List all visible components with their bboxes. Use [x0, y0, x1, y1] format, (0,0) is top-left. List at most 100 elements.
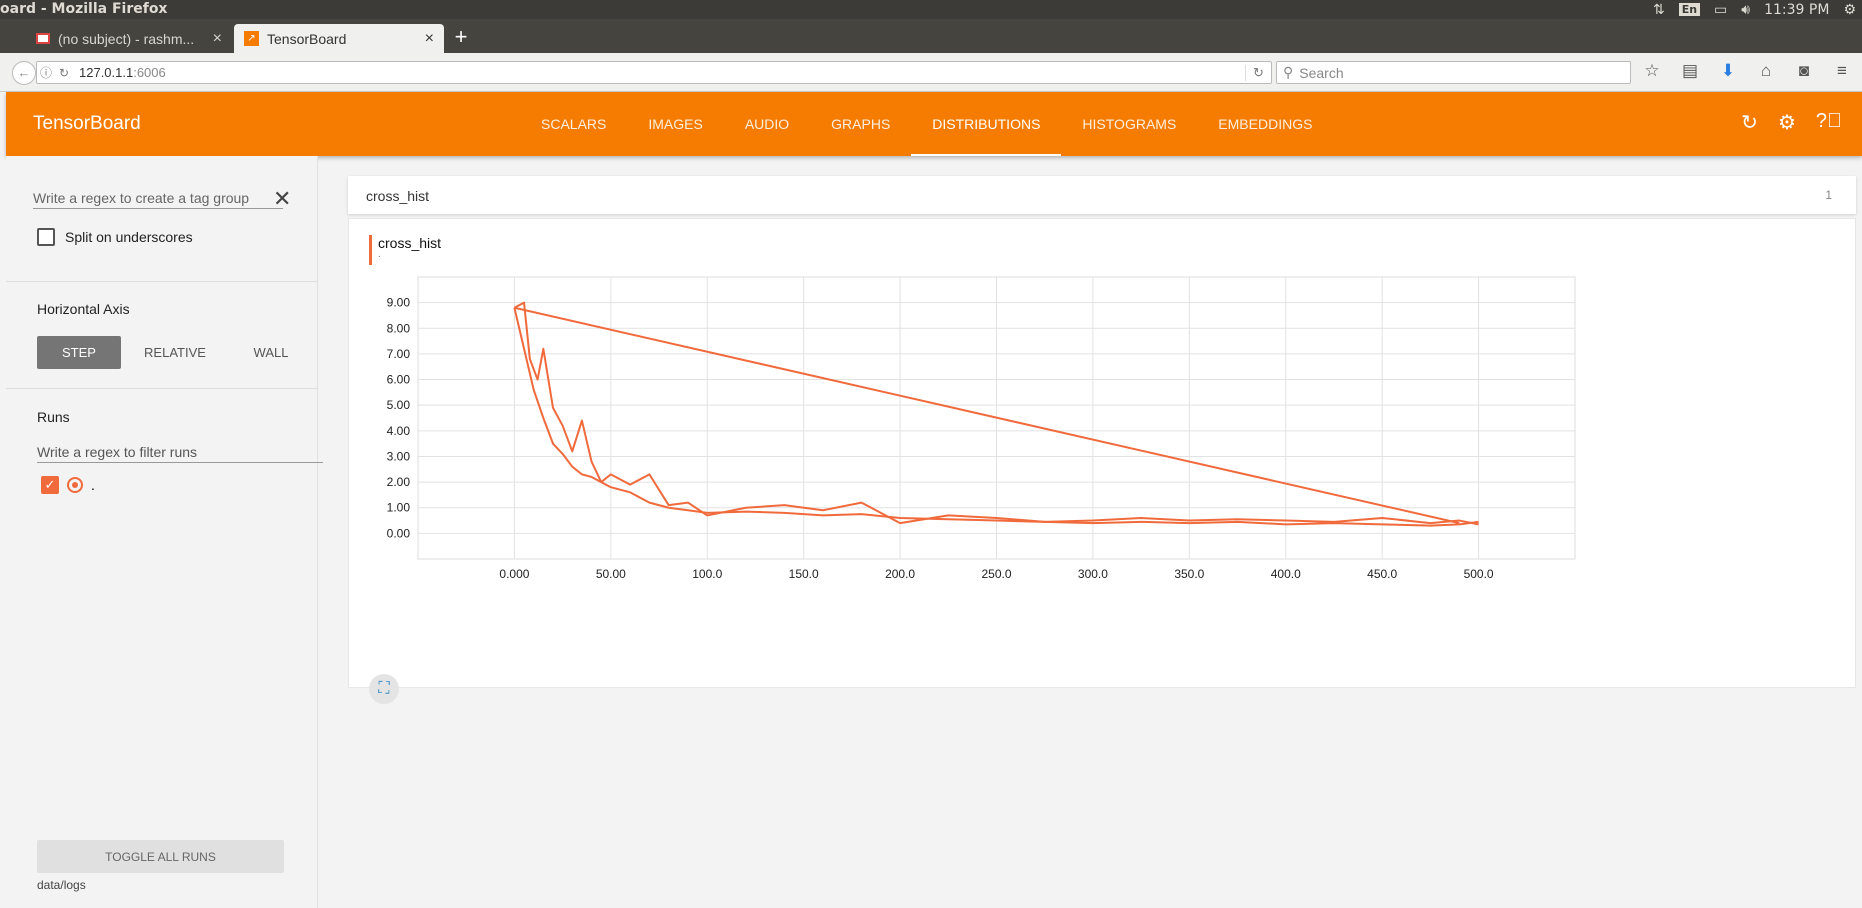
axis-wall-button[interactable]: WALL [253, 345, 289, 360]
volume-icon[interactable]: 🔊︎ [1741, 1, 1751, 18]
tag-regex-field [33, 187, 283, 211]
browser-tab-strip: (no subject) - rashm... × ↗ TensorBoard … [0, 19, 1862, 53]
tag-group-count: 1 [1825, 188, 1832, 202]
download-icon[interactable]: ⬇ [1720, 61, 1736, 80]
runs-filter-input[interactable] [37, 441, 323, 463]
reload-icon[interactable]: ↻ [1245, 64, 1271, 81]
x-tick-label: 100.0 [692, 567, 722, 581]
x-tick-label: 50.00 [596, 567, 626, 581]
tab-embeddings[interactable]: EMBEDDINGS [1218, 116, 1313, 132]
expand-fullscreen-icon[interactable]: ⛶ [369, 674, 399, 704]
close-icon[interactable]: × [424, 29, 434, 47]
brand-title: TensorBoard [33, 113, 141, 134]
x-tick-label: 450.0 [1367, 567, 1397, 581]
divider [6, 388, 318, 389]
split-underscores-label: Split on underscores [65, 229, 193, 245]
tab-label: (no subject) - rashm... [58, 30, 195, 47]
refresh-icon[interactable]: ↻ [1741, 112, 1758, 134]
search-icon: ⚲ [1283, 64, 1294, 80]
search-input[interactable]: ⚲ Search [1276, 61, 1631, 84]
split-underscores-option[interactable]: Split on underscores [37, 228, 193, 246]
clock[interactable]: 11:39 PM [1764, 1, 1830, 18]
tab-scalars[interactable]: SCALARS [541, 116, 607, 132]
pocket-icon[interactable]: ◙ [1798, 61, 1810, 80]
card-title: cross_hist . [369, 235, 441, 265]
y-tick-label: 4.00 [387, 424, 411, 438]
runs-filter-field [37, 441, 323, 465]
back-arrow-icon[interactable]: ← [12, 61, 36, 85]
close-icon[interactable]: × [212, 29, 222, 47]
browser-tab-gmail[interactable]: (no subject) - rashm... × [26, 24, 232, 53]
y-tick-label: 5.00 [387, 398, 411, 412]
tab-histograms[interactable]: HISTOGRAMS [1082, 116, 1177, 132]
tab-graphs[interactable]: GRAPHS [831, 116, 891, 132]
run-checkbox-check-icon[interactable]: ✓ [41, 476, 59, 494]
tag-group-header[interactable]: cross_hist 1 [348, 176, 1856, 214]
card-title-text: cross_hist [378, 235, 442, 251]
network-icon[interactable]: ⇅ [1652, 1, 1665, 18]
system-tray: ⇅ En ▭ 🔊︎ 11:39 PM ⚙ [1653, 0, 1862, 19]
x-tick-label: 400.0 [1271, 567, 1301, 581]
sidebar: ✕ Split on underscores Horizontal Axis S… [6, 156, 323, 908]
window-title: oard - Mozilla Firefox [0, 1, 168, 17]
reload-small-icon: ↻ [58, 65, 70, 80]
horizontal-axis-title: Horizontal Axis [37, 301, 130, 317]
battery-icon[interactable]: ▭ [1714, 1, 1728, 18]
dashboard-tabs: SCALARS IMAGES AUDIO GRAPHS DISTRIBUTION… [520, 92, 1333, 156]
runs-title: Runs [37, 409, 70, 425]
tensorboard-icon: ↗ [244, 31, 259, 46]
browser-nav-bar: ← ⓘ ↻ 127.0.1.1:6006 ↻ ⚲ Search ☆ ▤ ⬇ ⌂ … [0, 53, 1862, 92]
settings-icon[interactable]: ⚙ [1777, 112, 1796, 134]
distribution-chart[interactable]: 0.000 50.00 100.0 150.0 200.0 250.0 300.0 350.0… [349, 219, 1857, 689]
bookmark-star-icon[interactable]: ☆ [1644, 61, 1660, 80]
toggle-all-runs-button[interactable]: TOGGLE ALL RUNS [37, 840, 284, 873]
url-host: 127.0.1.1 [79, 65, 134, 80]
y-tick-label: 9.00 [387, 296, 411, 310]
x-tick-label: 150.0 [789, 567, 819, 581]
help-icon[interactable]: ?⃝ [1815, 110, 1842, 132]
tensorboard-header: TensorBoard SCALARS IMAGES AUDIO GRAPHS … [6, 92, 1862, 156]
card-subtitle: . [378, 249, 381, 260]
tag-group-name: cross_hist [366, 188, 430, 204]
x-tick-label: 250.0 [981, 567, 1011, 581]
info-icon[interactable]: ⓘ [39, 66, 52, 80]
reading-list-icon[interactable]: ▤ [1681, 61, 1699, 80]
axis-step-button[interactable]: STEP [37, 336, 121, 369]
y-tick-label: 1.00 [387, 501, 411, 515]
split-underscores-checkbox[interactable] [37, 228, 55, 246]
y-tick-label: 0.00 [387, 526, 411, 540]
url-bar[interactable]: ⓘ ↻ 127.0.1.1:6006 ↻ [36, 61, 1272, 84]
clear-regex-close-icon[interactable]: ✕ [273, 186, 292, 211]
distribution-series-line-1 [513, 301, 1479, 526]
y-tick-label: 2.00 [387, 475, 411, 489]
os-top-bar: oard - Mozilla Firefox ⇅ En ▭ 🔊︎ 11:39 P… [0, 0, 1862, 19]
run-color-radio[interactable] [67, 477, 83, 493]
main-content: cross_hist 1 cross_hist . 0.000 50.00 100.… [348, 176, 1857, 704]
run-item[interactable]: ✓ . [41, 476, 95, 494]
y-tick-label: 8.00 [387, 321, 411, 335]
x-tick-label: 200.0 [885, 567, 915, 581]
settings-gear-icon[interactable]: ⚙ [1843, 1, 1856, 18]
x-tick-label: 500.0 [1464, 567, 1494, 581]
divider [6, 281, 318, 282]
new-tab-button[interactable]: + [454, 24, 468, 49]
y-tick-label: 6.00 [387, 373, 411, 387]
logdir-label: data/logs [37, 878, 86, 892]
tab-audio[interactable]: AUDIO [744, 116, 790, 132]
tab-label: TensorBoard [267, 30, 347, 47]
menu-icon[interactable]: ≡ [1837, 61, 1847, 80]
distribution-series-line-0 [513, 307, 1479, 527]
url-port: :6006 [133, 65, 166, 80]
tab-distributions[interactable]: DISTRIBUTIONS [911, 92, 1062, 156]
axis-relative-button[interactable]: RELATIVE [144, 345, 206, 360]
y-tick-label: 3.00 [387, 449, 411, 463]
keyboard-layout-indicator[interactable]: En [1678, 3, 1701, 16]
x-tick-label: 0.000 [499, 567, 529, 581]
distribution-series-line-2 [514, 306, 1460, 525]
tag-regex-input[interactable] [33, 187, 283, 209]
x-tick-label: 300.0 [1078, 567, 1108, 581]
browser-tab-tensorboard[interactable]: ↗ TensorBoard × [234, 24, 444, 53]
distribution-card: cross_hist . 0.000 50.00 100.0 150.0 200.0 25… [348, 218, 1857, 704]
tab-images[interactable]: IMAGES [648, 116, 703, 132]
home-icon[interactable]: ⌂ [1760, 61, 1772, 80]
